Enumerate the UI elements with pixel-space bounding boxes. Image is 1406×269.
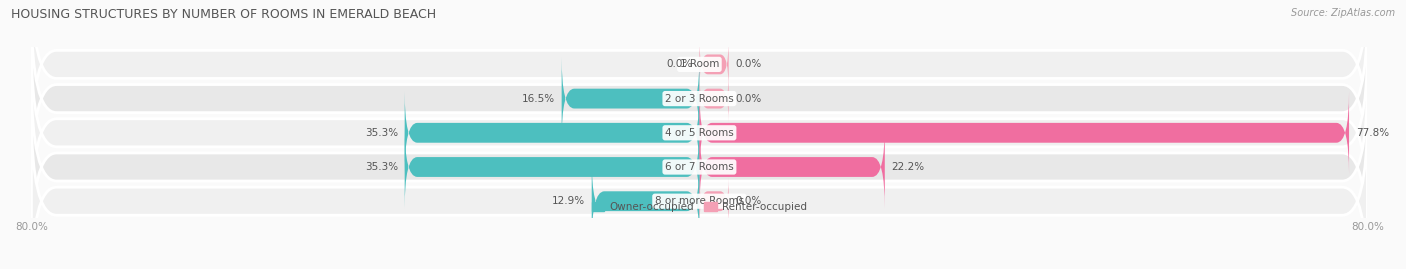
FancyBboxPatch shape xyxy=(31,0,1368,153)
Text: 2 or 3 Rooms: 2 or 3 Rooms xyxy=(665,94,734,104)
Text: 4 or 5 Rooms: 4 or 5 Rooms xyxy=(665,128,734,138)
FancyBboxPatch shape xyxy=(699,74,728,123)
FancyBboxPatch shape xyxy=(31,10,1368,187)
Text: 1 Room: 1 Room xyxy=(679,59,718,69)
Text: Source: ZipAtlas.com: Source: ZipAtlas.com xyxy=(1291,8,1395,18)
FancyBboxPatch shape xyxy=(405,126,699,208)
Text: 8 or more Rooms: 8 or more Rooms xyxy=(655,196,744,206)
FancyBboxPatch shape xyxy=(561,57,699,140)
FancyBboxPatch shape xyxy=(31,78,1368,256)
Text: 6 or 7 Rooms: 6 or 7 Rooms xyxy=(665,162,734,172)
Text: 0.0%: 0.0% xyxy=(735,59,762,69)
Text: 16.5%: 16.5% xyxy=(522,94,555,104)
Text: HOUSING STRUCTURES BY NUMBER OF ROOMS IN EMERALD BEACH: HOUSING STRUCTURES BY NUMBER OF ROOMS IN… xyxy=(11,8,436,21)
FancyBboxPatch shape xyxy=(699,126,884,208)
Text: 12.9%: 12.9% xyxy=(553,196,585,206)
Text: 77.8%: 77.8% xyxy=(1355,128,1389,138)
Text: 0.0%: 0.0% xyxy=(735,94,762,104)
Legend: Owner-occupied, Renter-occupied: Owner-occupied, Renter-occupied xyxy=(588,198,811,217)
FancyBboxPatch shape xyxy=(31,44,1368,221)
FancyBboxPatch shape xyxy=(699,177,728,225)
Text: 0.0%: 0.0% xyxy=(735,196,762,206)
FancyBboxPatch shape xyxy=(699,91,1348,174)
FancyBboxPatch shape xyxy=(592,160,699,243)
FancyBboxPatch shape xyxy=(699,40,728,89)
Text: 35.3%: 35.3% xyxy=(366,128,398,138)
Text: 22.2%: 22.2% xyxy=(891,162,925,172)
Text: 0.0%: 0.0% xyxy=(666,59,693,69)
FancyBboxPatch shape xyxy=(31,113,1368,269)
FancyBboxPatch shape xyxy=(405,91,699,174)
Text: 35.3%: 35.3% xyxy=(366,162,398,172)
